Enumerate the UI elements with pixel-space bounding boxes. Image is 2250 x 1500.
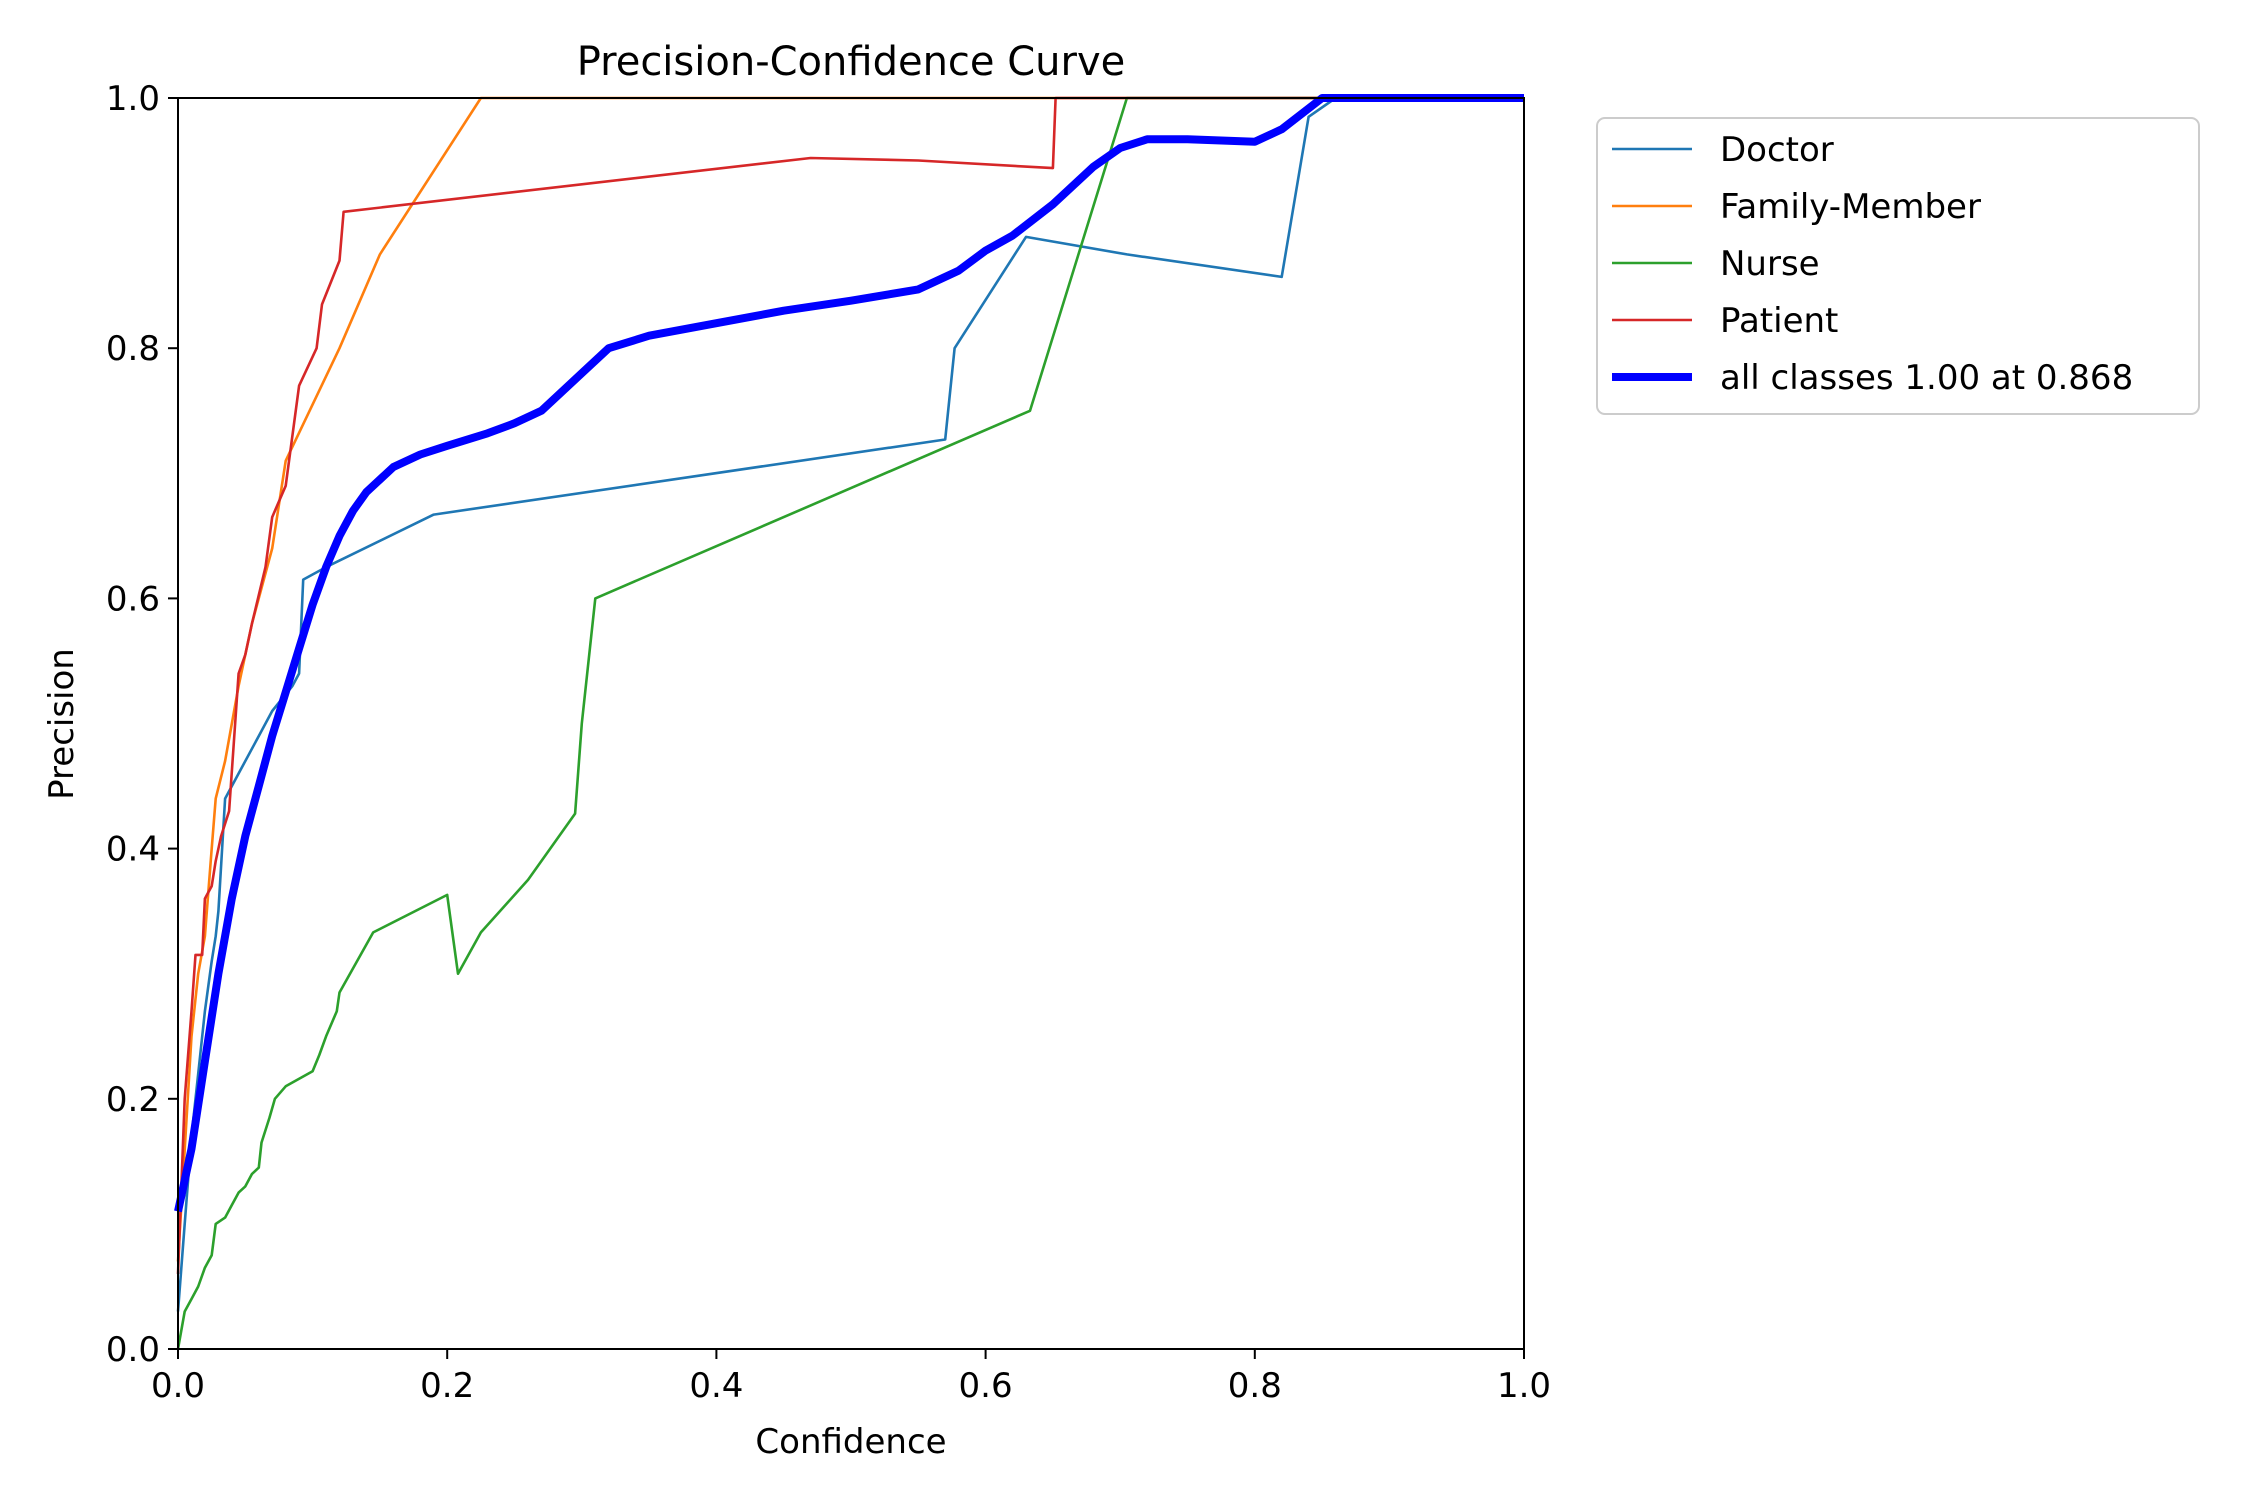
x-tick-label: 0.2 <box>420 1366 474 1406</box>
legend-label-0: Doctor <box>1720 130 1834 170</box>
legend-label-1: Family-Member <box>1720 187 1981 227</box>
y-tick-label: 0.8 <box>106 329 160 369</box>
x-axis-label: Confidence <box>755 1422 946 1462</box>
y-tick-label: 0.0 <box>106 1330 160 1370</box>
series-line-4 <box>174 94 1524 1213</box>
x-tick-label: 0.8 <box>1228 1366 1282 1406</box>
series-line-0 <box>176 96 1524 1312</box>
x-tick-label: 1.0 <box>1497 1366 1551 1406</box>
legend-label-3: Patient <box>1720 301 1838 341</box>
y-axis-ticks: 0.0 0.2 0.4 0.6 0.8 1.0 <box>106 79 178 1370</box>
legend: Doctor Family-Member Nurse Patient all class… <box>1596 117 2200 415</box>
legend-frame <box>1596 117 2200 415</box>
series-line-2 <box>176 96 1524 1350</box>
x-tick-label: 0.6 <box>959 1366 1013 1406</box>
chart-title: Precision-Confidence Curve <box>577 39 1126 85</box>
x-tick-label: 0.4 <box>689 1366 743 1406</box>
series-line-3 <box>176 96 1524 1274</box>
legend-label-4: all classes 1.00 at 0.868 <box>1720 358 2133 398</box>
y-tick-label: 0.6 <box>106 579 160 619</box>
x-axis-ticks: 0.0 0.2 0.4 0.6 0.8 1.0 <box>151 1349 1551 1406</box>
plot-lines <box>174 94 1524 1350</box>
y-tick-label: 0.4 <box>106 830 160 870</box>
y-tick-label: 1.0 <box>106 79 160 119</box>
plot-frame <box>177 97 1525 1350</box>
y-tick-label: 0.2 <box>106 1080 160 1120</box>
x-tick-label: 0.0 <box>151 1366 205 1406</box>
legend-label-2: Nurse <box>1720 244 1820 284</box>
y-axis-label: Precision <box>42 648 82 800</box>
legend-entries: Doctor Family-Member Nurse Patient all class… <box>1612 130 2133 398</box>
